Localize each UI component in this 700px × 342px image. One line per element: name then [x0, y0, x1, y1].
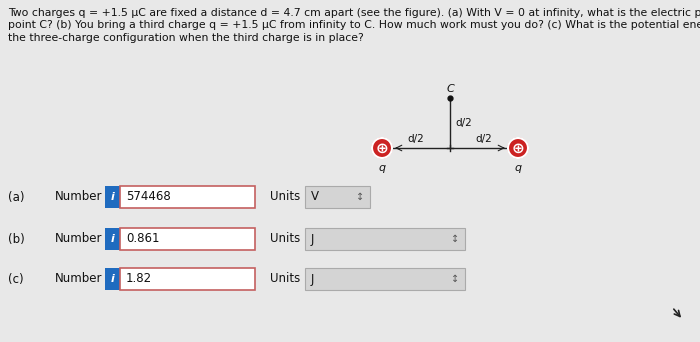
- FancyBboxPatch shape: [105, 228, 120, 250]
- Text: d/2: d/2: [475, 134, 492, 144]
- Text: Units: Units: [270, 190, 300, 203]
- Text: V: V: [311, 190, 319, 203]
- Text: Two charges q = +1.5 μC are fixed a distance d = 4.7 cm apart (see the figure). : Two charges q = +1.5 μC are fixed a dist…: [8, 8, 700, 18]
- Text: i: i: [111, 192, 114, 202]
- Text: (a): (a): [8, 190, 25, 203]
- Text: 0.861: 0.861: [126, 233, 160, 246]
- Text: d/2: d/2: [407, 134, 424, 144]
- Text: ⊕: ⊕: [376, 141, 389, 156]
- Text: q: q: [514, 163, 522, 173]
- Text: Number: Number: [55, 273, 102, 286]
- Text: d/2: d/2: [455, 118, 472, 128]
- FancyBboxPatch shape: [120, 186, 255, 208]
- Text: q: q: [379, 163, 386, 173]
- Text: J: J: [311, 273, 314, 286]
- Circle shape: [508, 138, 528, 158]
- FancyBboxPatch shape: [305, 268, 465, 290]
- FancyBboxPatch shape: [120, 228, 255, 250]
- FancyBboxPatch shape: [105, 186, 120, 208]
- Text: ↕: ↕: [356, 192, 364, 202]
- FancyBboxPatch shape: [305, 228, 465, 250]
- Text: ↕: ↕: [451, 274, 459, 284]
- Text: i: i: [111, 274, 114, 284]
- Text: Units: Units: [270, 233, 300, 246]
- FancyBboxPatch shape: [305, 186, 370, 208]
- Text: i: i: [111, 234, 114, 244]
- FancyBboxPatch shape: [120, 268, 255, 290]
- Text: (c): (c): [8, 273, 24, 286]
- Text: (b): (b): [8, 233, 25, 246]
- Text: Units: Units: [270, 273, 300, 286]
- FancyBboxPatch shape: [105, 268, 120, 290]
- Text: ⊕: ⊕: [512, 141, 524, 156]
- Text: J: J: [311, 233, 314, 246]
- Circle shape: [372, 138, 392, 158]
- Text: 574468: 574468: [126, 190, 171, 203]
- Text: point C? (b) You bring a third charge q = +1.5 μC from infinity to C. How much w: point C? (b) You bring a third charge q …: [8, 21, 700, 30]
- Text: ↕: ↕: [451, 234, 459, 244]
- Text: the three-charge configuration when the third charge is in place?: the three-charge configuration when the …: [8, 33, 364, 43]
- Text: Number: Number: [55, 190, 102, 203]
- Text: Number: Number: [55, 233, 102, 246]
- Text: 1.82: 1.82: [126, 273, 152, 286]
- Text: C: C: [446, 84, 454, 94]
